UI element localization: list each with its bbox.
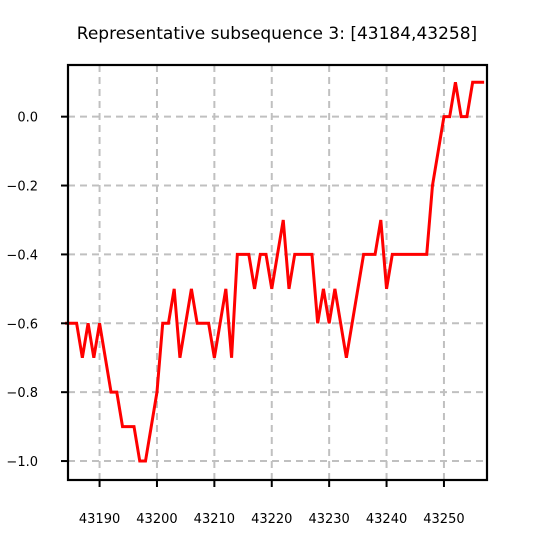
y-tick-label: 0.0: [17, 111, 38, 126]
y-tick-label: −1.0: [6, 455, 38, 470]
x-tick-label: 43200: [136, 512, 177, 527]
y-tick-label: −0.8: [6, 386, 38, 401]
x-tick-label: 43240: [366, 512, 407, 527]
x-tick-label: 43210: [194, 512, 235, 527]
x-tick-label: 43230: [308, 512, 349, 527]
x-tick-label: 43190: [79, 512, 120, 527]
series-line: [65, 80, 485, 463]
y-tick-label: −0.4: [6, 248, 38, 263]
plot-frame: [66, 63, 489, 482]
chart-title: Representative subsequence 3: [43184,432…: [77, 24, 477, 44]
grid-lines: [68, 65, 487, 480]
y-axis-ticks: 0.0 −0.2 −0.4 −0.6 −0.8 −1.0: [6, 111, 68, 470]
y-tick-label: −0.6: [6, 317, 38, 332]
x-tick-label: 43250: [423, 512, 464, 527]
x-tick-label: 43220: [251, 512, 292, 527]
x-axis-ticks: 43190 43200 43210 43220 43230 43240 43250: [79, 480, 465, 527]
data-series: [65, 80, 485, 463]
y-tick-label: −0.2: [6, 180, 38, 195]
